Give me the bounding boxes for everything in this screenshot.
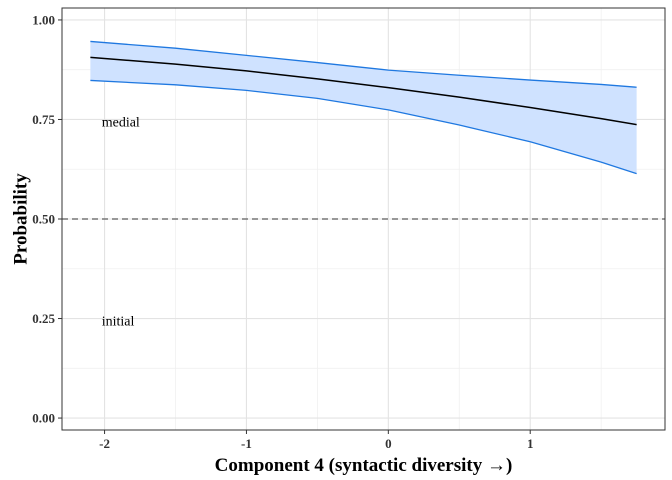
band-fill <box>90 41 637 174</box>
y-tick-label: 0.00 <box>32 411 55 426</box>
y-tick-label: 0.25 <box>32 311 55 326</box>
y-axis-title: Probability <box>11 173 32 265</box>
x-axis: -2 -1 0 1 <box>99 430 533 451</box>
band-upper-edge <box>90 40 637 88</box>
x-axis-title: Component 4 (syntactic diversity →) <box>215 455 513 476</box>
fit-line <box>90 56 637 126</box>
y-axis: 0.00 0.25 0.50 0.75 1.00 <box>32 12 62 426</box>
fit-line-path <box>90 56 637 126</box>
annotation-medial: medial <box>102 115 140 130</box>
confidence-band <box>90 40 637 175</box>
y-tick-label: 0.50 <box>32 212 55 227</box>
band-lower-edge <box>90 79 637 175</box>
x-tick-label: -1 <box>241 436 252 451</box>
y-tick-label: 1.00 <box>32 12 55 27</box>
annotation-initial: initial <box>102 315 135 330</box>
x-tick-label: 1 <box>527 436 534 451</box>
annotations: medial initial <box>102 115 140 329</box>
x-tick-label: 0 <box>385 436 392 451</box>
x-tick-label: -2 <box>99 436 110 451</box>
y-tick-label: 0.75 <box>32 112 55 127</box>
